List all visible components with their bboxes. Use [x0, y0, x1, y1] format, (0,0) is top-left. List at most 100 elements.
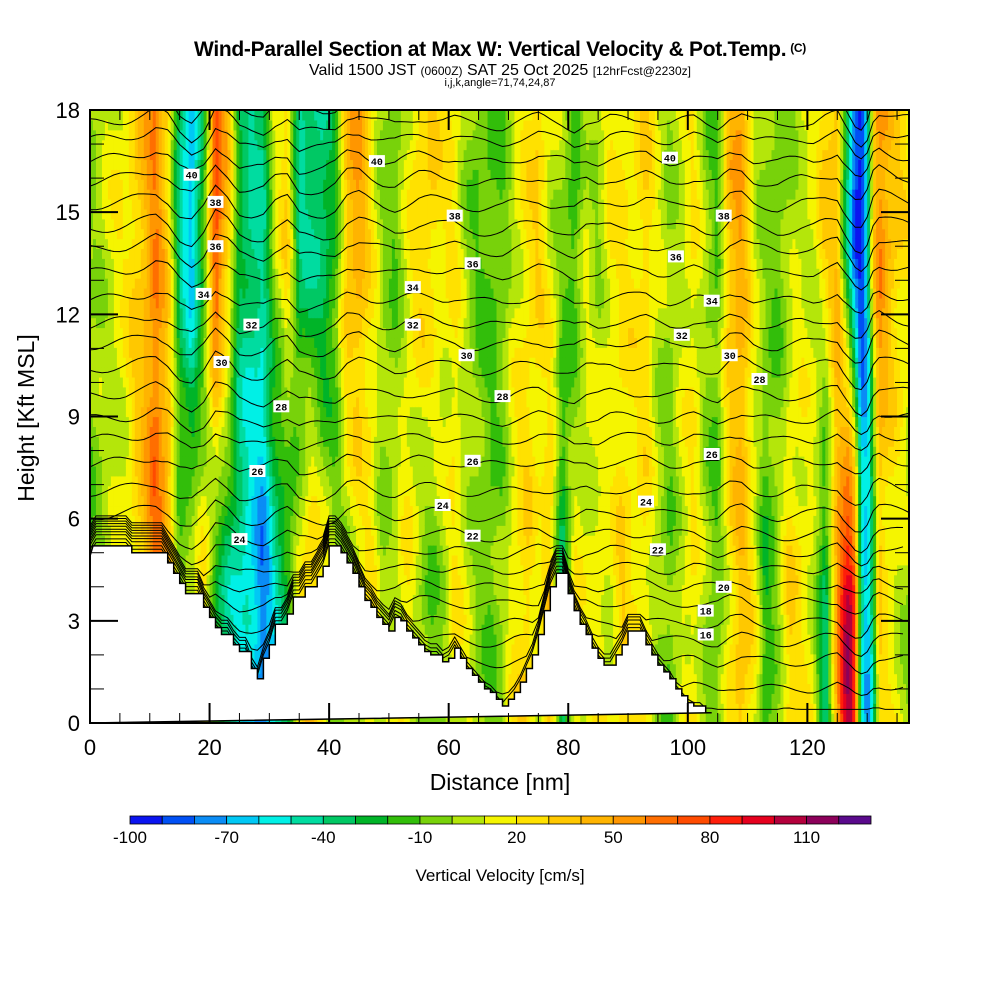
w-cell: [170, 189, 175, 200]
w-cell: [122, 198, 127, 210]
w-cell: [107, 139, 112, 151]
w-cell: [164, 386, 169, 398]
w-cell: [146, 386, 151, 398]
w-cell: [191, 297, 196, 309]
w-cell: [170, 287, 175, 299]
w-cell: [110, 327, 115, 339]
w-cell: [131, 228, 136, 240]
w-cell: [101, 307, 106, 319]
w-cell: [119, 485, 124, 497]
w-cell: [125, 357, 130, 368]
w-cell: [179, 129, 184, 141]
w-cell: [107, 189, 112, 200]
w-cell: [182, 525, 187, 536]
w-cell: [137, 149, 142, 161]
w-cell: [90, 386, 94, 398]
w-cell: [155, 495, 160, 507]
w-cell: [113, 465, 118, 477]
w-cell: [158, 278, 163, 289]
w-cell: [125, 139, 130, 151]
w-cell: [107, 416, 112, 427]
w-cell: [113, 535, 118, 546]
w-cell: [191, 426, 196, 437]
w-cell: [170, 495, 175, 507]
w-cell: [137, 505, 142, 516]
w-cell: [164, 367, 169, 378]
w-cell: [101, 357, 106, 368]
w-cell: [128, 495, 133, 507]
w-cell: [134, 307, 139, 319]
w-cell: [194, 564, 199, 576]
w-cell: [194, 139, 199, 151]
w-cell: [125, 307, 130, 319]
w-cell: [176, 485, 181, 497]
w-cell: [158, 475, 163, 487]
w-cell: [143, 258, 148, 269]
w-cell: [122, 465, 127, 477]
w-cell: [182, 129, 187, 141]
w-cell: [158, 327, 163, 339]
w-cell: [161, 465, 166, 477]
w-cell: [191, 110, 196, 121]
w-cell: [128, 208, 133, 220]
w-cell: [90, 297, 94, 309]
w-cell: [122, 386, 127, 398]
w-cell: [119, 357, 124, 368]
w-cell: [167, 505, 172, 516]
w-cell: [188, 337, 193, 348]
w-cell: [101, 426, 106, 437]
w-cell: [140, 367, 145, 378]
w-cell: [95, 149, 100, 161]
w-cell: [173, 139, 178, 151]
w-cell: [116, 535, 121, 546]
w-cell: [122, 110, 127, 121]
w-cell: [143, 357, 148, 368]
w-cell: [92, 426, 97, 437]
w-cell: [101, 208, 106, 220]
w-cell: [131, 119, 136, 131]
w-cell: [131, 278, 136, 289]
w-cell: [92, 416, 97, 427]
w-cell: [95, 159, 100, 170]
w-cell: [158, 416, 163, 427]
w-cell: [179, 218, 184, 230]
w-cell: [143, 535, 148, 546]
w-cell: [122, 218, 127, 230]
w-cell: [104, 179, 109, 190]
w-cell: [140, 465, 145, 477]
w-cell: [188, 456, 193, 467]
w-cell: [173, 475, 178, 487]
w-cell: [90, 208, 94, 220]
w-cell: [155, 367, 160, 378]
w-cell: [107, 228, 112, 240]
w-cell: [113, 287, 118, 299]
w-cell: [131, 367, 136, 378]
w-cell: [140, 485, 145, 497]
w-cell: [191, 386, 196, 398]
w-cell: [137, 258, 142, 269]
w-cell: [95, 297, 100, 309]
w-cell: [164, 446, 169, 457]
w-cell: [167, 189, 172, 200]
w-cell: [182, 515, 187, 526]
w-cell: [149, 376, 154, 388]
w-cell: [161, 426, 166, 437]
w-cell: [149, 179, 154, 190]
w-cell: [194, 357, 199, 368]
w-cell: [155, 159, 160, 170]
w-cell: [137, 386, 142, 398]
w-cell: [164, 129, 169, 141]
w-cell: [125, 189, 130, 200]
w-cell: [110, 475, 115, 487]
w-cell: [134, 228, 139, 240]
w-cell: [185, 545, 190, 556]
w-cell: [107, 456, 112, 467]
w-cell: [188, 525, 193, 536]
w-cell: [101, 278, 106, 289]
w-cell: [110, 129, 115, 141]
w-cell: [182, 436, 187, 447]
w-cell: [137, 436, 142, 447]
w-cell: [95, 268, 100, 279]
w-cell: [113, 475, 118, 487]
w-cell: [110, 386, 115, 398]
